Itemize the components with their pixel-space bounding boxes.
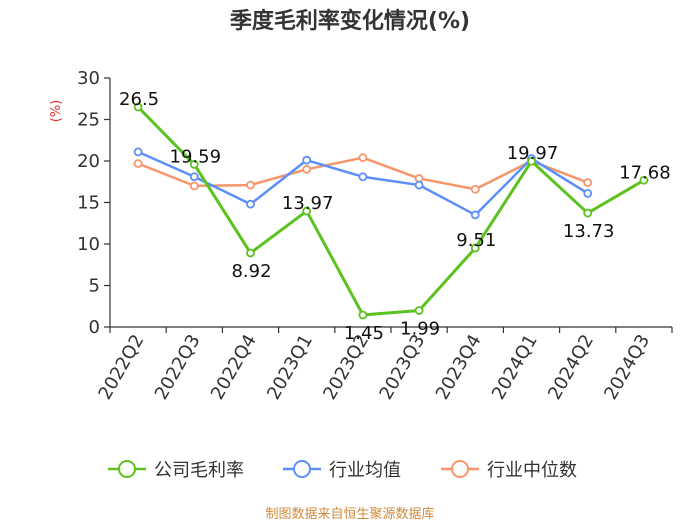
legend-label: 公司毛利率 xyxy=(154,460,244,481)
data-label: 19.97 xyxy=(507,143,559,164)
series-point xyxy=(358,310,368,320)
series-point xyxy=(358,172,368,182)
series-point xyxy=(414,306,424,315)
y-tick-label: 30 xyxy=(77,68,100,89)
series-point xyxy=(246,248,255,258)
legend-label: 行业均值 xyxy=(329,460,401,481)
data-labels: 26.5 19.59 8.92 13.97 1.45 1.99 9.51 19.97 13.73… xyxy=(119,89,671,344)
series-point xyxy=(133,159,143,168)
y-tick-label: 15 xyxy=(77,193,100,214)
series-point xyxy=(246,180,255,190)
y-tick-label: 25 xyxy=(77,110,100,131)
series-point xyxy=(133,147,143,157)
series-point xyxy=(133,102,143,112)
y-tick-label: 20 xyxy=(77,151,100,172)
series-lines xyxy=(137,106,645,317)
series-line xyxy=(137,106,645,317)
legend-item: 行业中位数 xyxy=(441,460,577,481)
series-point xyxy=(583,208,593,218)
legend-marker xyxy=(118,460,136,478)
series-markers xyxy=(133,102,649,320)
x-tick-label: 2024Q2 xyxy=(544,331,598,403)
series-point xyxy=(246,199,255,209)
y-tick-label: 10 xyxy=(77,234,100,255)
series-point xyxy=(639,175,649,185)
series-point xyxy=(302,164,312,174)
x-tick-label: 2022Q4 xyxy=(207,331,261,403)
x-tick-label: 2024Q1 xyxy=(488,331,542,403)
x-tick-label: 2022Q2 xyxy=(95,331,149,403)
legend-label: 行业中位数 xyxy=(487,460,577,481)
legend: 公司毛利率 行业均值 行业中位数 xyxy=(108,460,577,481)
x-tick-label: 2023Q1 xyxy=(263,331,317,403)
series-point xyxy=(470,243,480,253)
data-label: 13.97 xyxy=(282,193,334,214)
legend-marker xyxy=(293,460,311,478)
x-tick-label: 2024Q3 xyxy=(600,331,654,403)
series-point xyxy=(527,156,536,166)
series-point xyxy=(302,155,312,165)
series-point xyxy=(302,206,312,216)
data-label: 1.45 xyxy=(344,323,384,344)
series-point xyxy=(189,160,199,169)
y-tick-label: 0 xyxy=(89,317,100,338)
legend-item: 行业均值 xyxy=(283,460,401,481)
data-label: 13.73 xyxy=(563,221,615,242)
data-label: 1.99 xyxy=(400,318,440,339)
legend-marker xyxy=(451,460,469,478)
series-point xyxy=(189,172,199,182)
series-point xyxy=(583,178,593,187)
source-note: 制图数据来自恒生聚源数据库 xyxy=(265,506,434,522)
data-label: 9.51 xyxy=(456,230,496,251)
x-tick-label: 2023Q4 xyxy=(432,331,486,403)
series-point xyxy=(583,188,593,198)
series-point xyxy=(470,184,480,194)
x-tick-label: 2022Q3 xyxy=(151,331,205,403)
legend-item: 公司毛利率 xyxy=(108,460,244,481)
data-label: 19.59 xyxy=(170,146,222,167)
series-point xyxy=(414,180,424,190)
data-label: 17.68 xyxy=(619,162,671,183)
data-label: 26.5 xyxy=(119,89,159,110)
series-point xyxy=(470,210,480,220)
y-axis-label: (%) xyxy=(49,100,64,123)
data-label: 8.92 xyxy=(231,261,271,282)
y-tick-label: 5 xyxy=(89,276,100,297)
series-point xyxy=(189,181,199,191)
series-point xyxy=(358,153,368,163)
chart-title: 季度毛利率变化情况(%) xyxy=(230,8,470,34)
